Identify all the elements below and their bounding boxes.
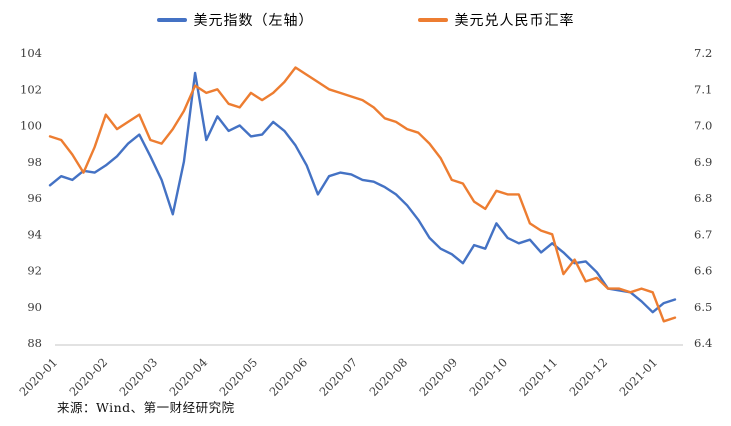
source-note: 来源：Wind、第一财经研究院 bbox=[57, 400, 235, 415]
y-axis-right-tick-label: 6.5 bbox=[694, 300, 712, 314]
y-axis-left-tick-label: 98 bbox=[27, 155, 42, 169]
legend-item-usd-cny: 美元兑人民币汇率 bbox=[417, 10, 575, 30]
y-axis-right-tick-label: 6.4 bbox=[694, 336, 712, 350]
y-axis-right-tick-label: 6.7 bbox=[694, 227, 712, 241]
x-axis-tick-label: 2020-01 bbox=[16, 355, 60, 399]
y-axis-left-tick-label: 100 bbox=[20, 119, 42, 133]
x-axis-tick-label: 2020-07 bbox=[316, 355, 360, 399]
y-axis-left-tick-label: 102 bbox=[20, 82, 42, 96]
x-axis-tick-label: 2020-11 bbox=[516, 355, 560, 399]
x-axis-tick-label: 2020-02 bbox=[66, 355, 110, 399]
line-swatch-icon-usd-cny bbox=[417, 18, 448, 22]
x-axis-tick-label: 2020-04 bbox=[166, 355, 210, 399]
x-axis-tick-label: 2020-05 bbox=[216, 355, 260, 399]
legend-item-usd-index: 美元指数（左轴） bbox=[156, 10, 314, 30]
y-axis-right-tick-label: 7.1 bbox=[694, 82, 712, 96]
x-axis-tick-label: 2020-12 bbox=[566, 355, 610, 399]
x-axis-tick-label: 2020-03 bbox=[116, 355, 160, 399]
y-axis-left-tick-label: 92 bbox=[27, 264, 42, 278]
y-axis-right-tick-label: 7.0 bbox=[694, 119, 712, 133]
y-axis-left-tick-label: 96 bbox=[27, 191, 42, 205]
y-axis-left-tick-label: 90 bbox=[27, 300, 42, 314]
x-axis-tick-label: 2020-09 bbox=[416, 355, 460, 399]
legend-label-usd-cny: 美元兑人民币汇率 bbox=[454, 13, 575, 29]
x-axis-tick-label: 2020-10 bbox=[466, 355, 510, 399]
y-axis-right-tick-label: 6.9 bbox=[694, 155, 712, 169]
x-axis-tick-label: 2020-08 bbox=[366, 355, 410, 399]
x-axis-tick-label: 2021-01 bbox=[616, 355, 660, 399]
series-line-usd-index bbox=[48, 71, 677, 314]
chart-legend: 美元指数（左轴） 美元兑人民币汇率 bbox=[0, 10, 731, 30]
y-axis-left-tick-label: 88 bbox=[27, 336, 42, 350]
y-axis-right-tick-label: 7.2 bbox=[694, 46, 712, 60]
x-axis-tick-label: 2020-06 bbox=[266, 355, 310, 399]
y-axis-left-tick-label: 104 bbox=[20, 46, 42, 60]
series-line-usd-cny bbox=[48, 66, 677, 323]
y-axis-left-tick-label: 94 bbox=[27, 227, 42, 241]
line-swatch-icon-usd-index bbox=[156, 18, 187, 22]
y-axis-right-tick-label: 6.6 bbox=[694, 264, 712, 278]
y-axis-right-tick-label: 6.8 bbox=[694, 191, 712, 205]
legend-label-usd-index: 美元指数（左轴） bbox=[193, 13, 314, 29]
